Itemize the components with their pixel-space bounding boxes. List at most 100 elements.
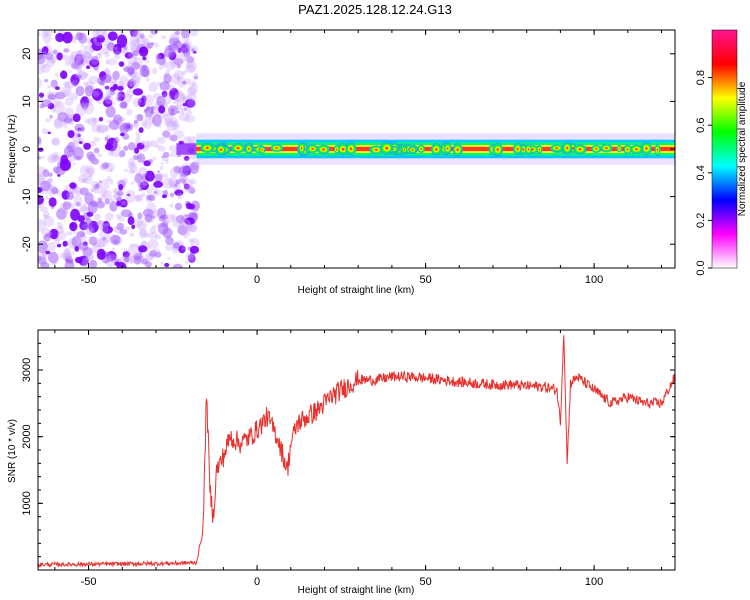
noise-speckle xyxy=(141,68,150,78)
noise-speckle xyxy=(118,80,124,88)
noise-speckle xyxy=(189,245,200,254)
noise-speckle xyxy=(61,209,68,215)
noise-speckle xyxy=(186,223,193,230)
noise-speckle xyxy=(64,255,73,264)
noise-speckle xyxy=(124,52,134,59)
noise-speckle xyxy=(38,252,46,264)
noise-speckle xyxy=(118,75,130,88)
noise-speckle xyxy=(47,241,57,252)
noise-speckle xyxy=(164,133,172,140)
noise-speckle xyxy=(59,70,68,80)
noise-speckle xyxy=(107,254,118,263)
noise-speckle xyxy=(73,146,84,161)
noise-speckle xyxy=(102,236,107,241)
noise-speckle xyxy=(184,217,195,225)
noise-speckle xyxy=(105,59,110,65)
noise-speckle xyxy=(126,88,134,98)
noise-speckle xyxy=(116,200,121,207)
noise-speckle xyxy=(87,97,92,102)
noise-speckle xyxy=(149,226,157,234)
noise-speckle xyxy=(94,66,99,73)
noise-speckle xyxy=(141,95,147,103)
noise-speckle xyxy=(38,256,47,265)
noise-speckle xyxy=(148,81,158,93)
signal-blob xyxy=(512,142,523,156)
noise-speckle xyxy=(43,233,51,242)
signal-onset xyxy=(176,143,197,155)
noise-speckle xyxy=(80,44,84,48)
spectrogram-x-tick-label: 0 xyxy=(254,274,260,286)
noise-speckle xyxy=(62,201,72,210)
noise-speckle xyxy=(66,231,73,236)
noise-speckle xyxy=(74,189,81,195)
noise-speckle xyxy=(122,177,129,183)
noise-speckle xyxy=(187,254,196,263)
signal-blob xyxy=(258,145,266,155)
noise-speckle xyxy=(100,179,110,191)
noise-speckle xyxy=(112,74,119,81)
noise-speckle xyxy=(62,248,72,259)
noise-speckle xyxy=(76,231,86,238)
noise-speckle xyxy=(160,35,167,40)
noise-speckle xyxy=(132,32,137,38)
snr-series-line xyxy=(38,335,675,568)
noise-speckle xyxy=(116,222,125,231)
noise-speckle xyxy=(83,45,93,54)
noise-speckle xyxy=(64,97,74,106)
noise-speckle xyxy=(105,105,116,118)
snr-y-ticks: 1000 2000 3000 xyxy=(21,342,675,558)
noise-speckle xyxy=(165,220,170,225)
spectrogram-y-ticks: -20 -10 0 10 20 xyxy=(21,48,675,252)
signal-blob xyxy=(590,144,602,154)
noise-speckle xyxy=(153,248,161,256)
spectrogram-x-tick-label: 50 xyxy=(419,274,431,286)
noise-speckle xyxy=(64,80,75,89)
noise-speckle xyxy=(59,158,71,171)
colorbar-tick-label: 0.8 xyxy=(695,70,707,85)
noise-speckle xyxy=(152,114,163,127)
noise-speckle xyxy=(177,64,181,69)
noise-speckle xyxy=(154,60,159,64)
noise-speckle xyxy=(169,87,180,100)
noise-speckle xyxy=(150,140,158,148)
noise-speckle xyxy=(132,88,144,96)
noise-speckle xyxy=(173,58,184,66)
noise-speckle xyxy=(181,245,186,251)
noise-speckle xyxy=(51,30,57,34)
noise-speckle xyxy=(190,224,197,233)
noise-speckle xyxy=(91,30,101,38)
noise-speckle xyxy=(135,195,142,201)
noise-speckle xyxy=(126,61,138,75)
noise-speckle xyxy=(52,49,58,55)
noise-speckle xyxy=(86,191,90,195)
noise-speckle xyxy=(56,52,63,61)
noise-speckle xyxy=(51,58,56,64)
noise-speckle xyxy=(38,69,44,75)
noise-speckle xyxy=(133,119,138,125)
noise-speckle xyxy=(106,119,111,123)
noise-speckle xyxy=(116,262,127,268)
noise-speckle xyxy=(119,101,128,109)
noise-speckle xyxy=(83,81,88,86)
signal-blob xyxy=(492,142,504,157)
noise-speckle xyxy=(77,74,82,80)
noise-speckle xyxy=(109,168,113,173)
noise-speckle xyxy=(88,75,99,85)
noise-speckle xyxy=(117,85,124,91)
noise-speckle xyxy=(68,70,72,74)
noise-speckle xyxy=(111,247,115,251)
noise-speckle xyxy=(161,190,165,194)
noise-speckle xyxy=(144,106,154,118)
noise-speckle xyxy=(165,69,170,74)
noise-speckle xyxy=(189,30,199,37)
noise-speckle xyxy=(41,155,46,159)
noise-speckle xyxy=(155,54,162,60)
noise-speckle xyxy=(162,227,173,239)
noise-speckle xyxy=(190,139,195,145)
noise-speckle xyxy=(173,165,181,174)
snr-y-tick-label: 2000 xyxy=(21,424,33,448)
noise-speckle xyxy=(183,183,190,190)
noise-speckle xyxy=(56,243,62,248)
noise-speckle xyxy=(181,42,191,55)
noise-speckle xyxy=(45,250,51,255)
